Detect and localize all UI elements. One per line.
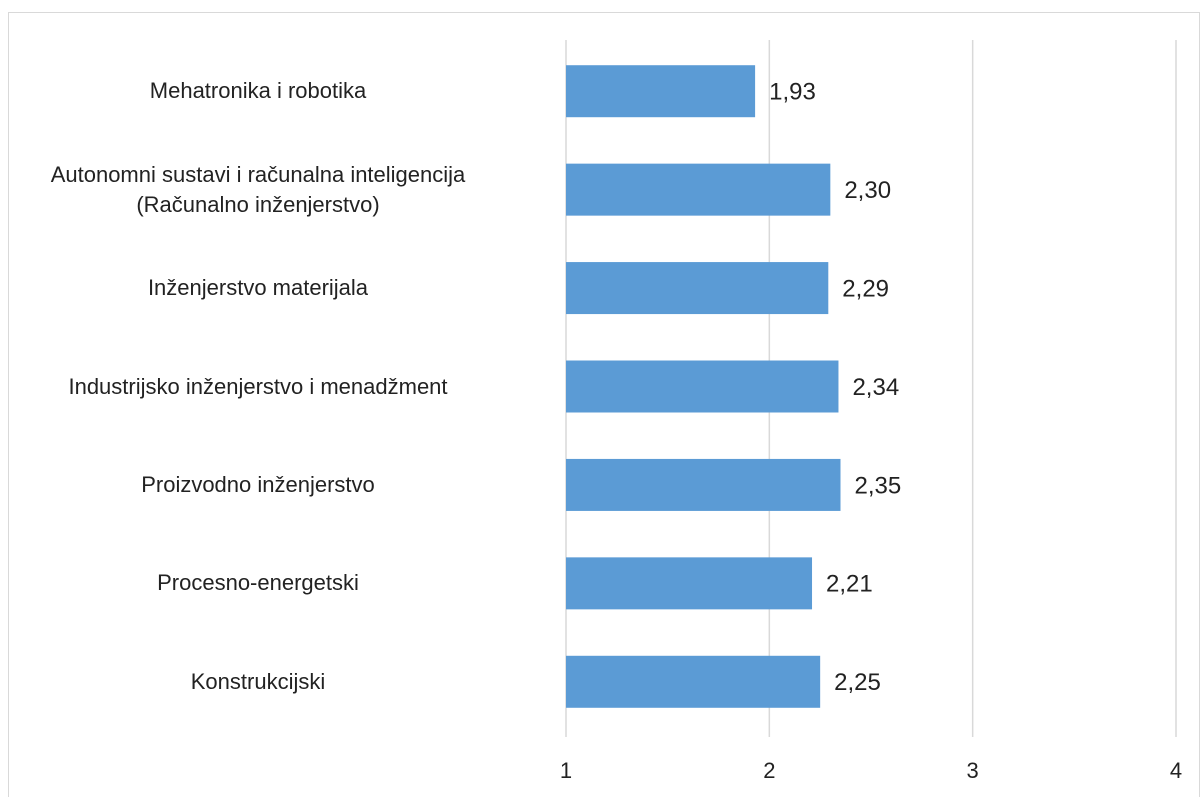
bar — [566, 655, 821, 708]
data-label: 2,29 — [842, 275, 889, 302]
y-tick-label: Procesno-energetski — [157, 570, 359, 596]
x-tick-label: 1 — [560, 758, 572, 783]
bar — [566, 262, 829, 315]
y-tick-label: Konstrukcijski — [190, 668, 326, 694]
data-label: 2,30 — [844, 177, 891, 204]
x-tick-label: 3 — [967, 758, 979, 783]
bar — [566, 360, 839, 413]
y-tick-label: Proizvodno inženjerstvo — [141, 471, 375, 497]
bar — [566, 163, 831, 216]
data-label: 2,25 — [834, 669, 881, 696]
y-tick-label: Mehatronika i robotika — [149, 78, 367, 104]
x-tick-label: 2 — [763, 758, 775, 783]
bar — [566, 458, 841, 511]
bar — [566, 65, 756, 118]
y-tick-label: Autonomni sustavi i računalna inteligenc… — [50, 161, 466, 217]
data-label: 1,93 — [769, 79, 816, 106]
y-tick-label: Inženjerstvo materijala — [147, 275, 369, 301]
data-label: 2,34 — [852, 374, 899, 401]
x-tick-label: 4 — [1170, 758, 1182, 783]
data-label: 2,35 — [855, 472, 902, 499]
y-tick-label: Industrijsko inženjerstvo i menadžment — [68, 373, 448, 399]
data-label: 2,21 — [826, 571, 873, 598]
bar — [566, 557, 813, 610]
chart-frame — [8, 12, 1200, 797]
